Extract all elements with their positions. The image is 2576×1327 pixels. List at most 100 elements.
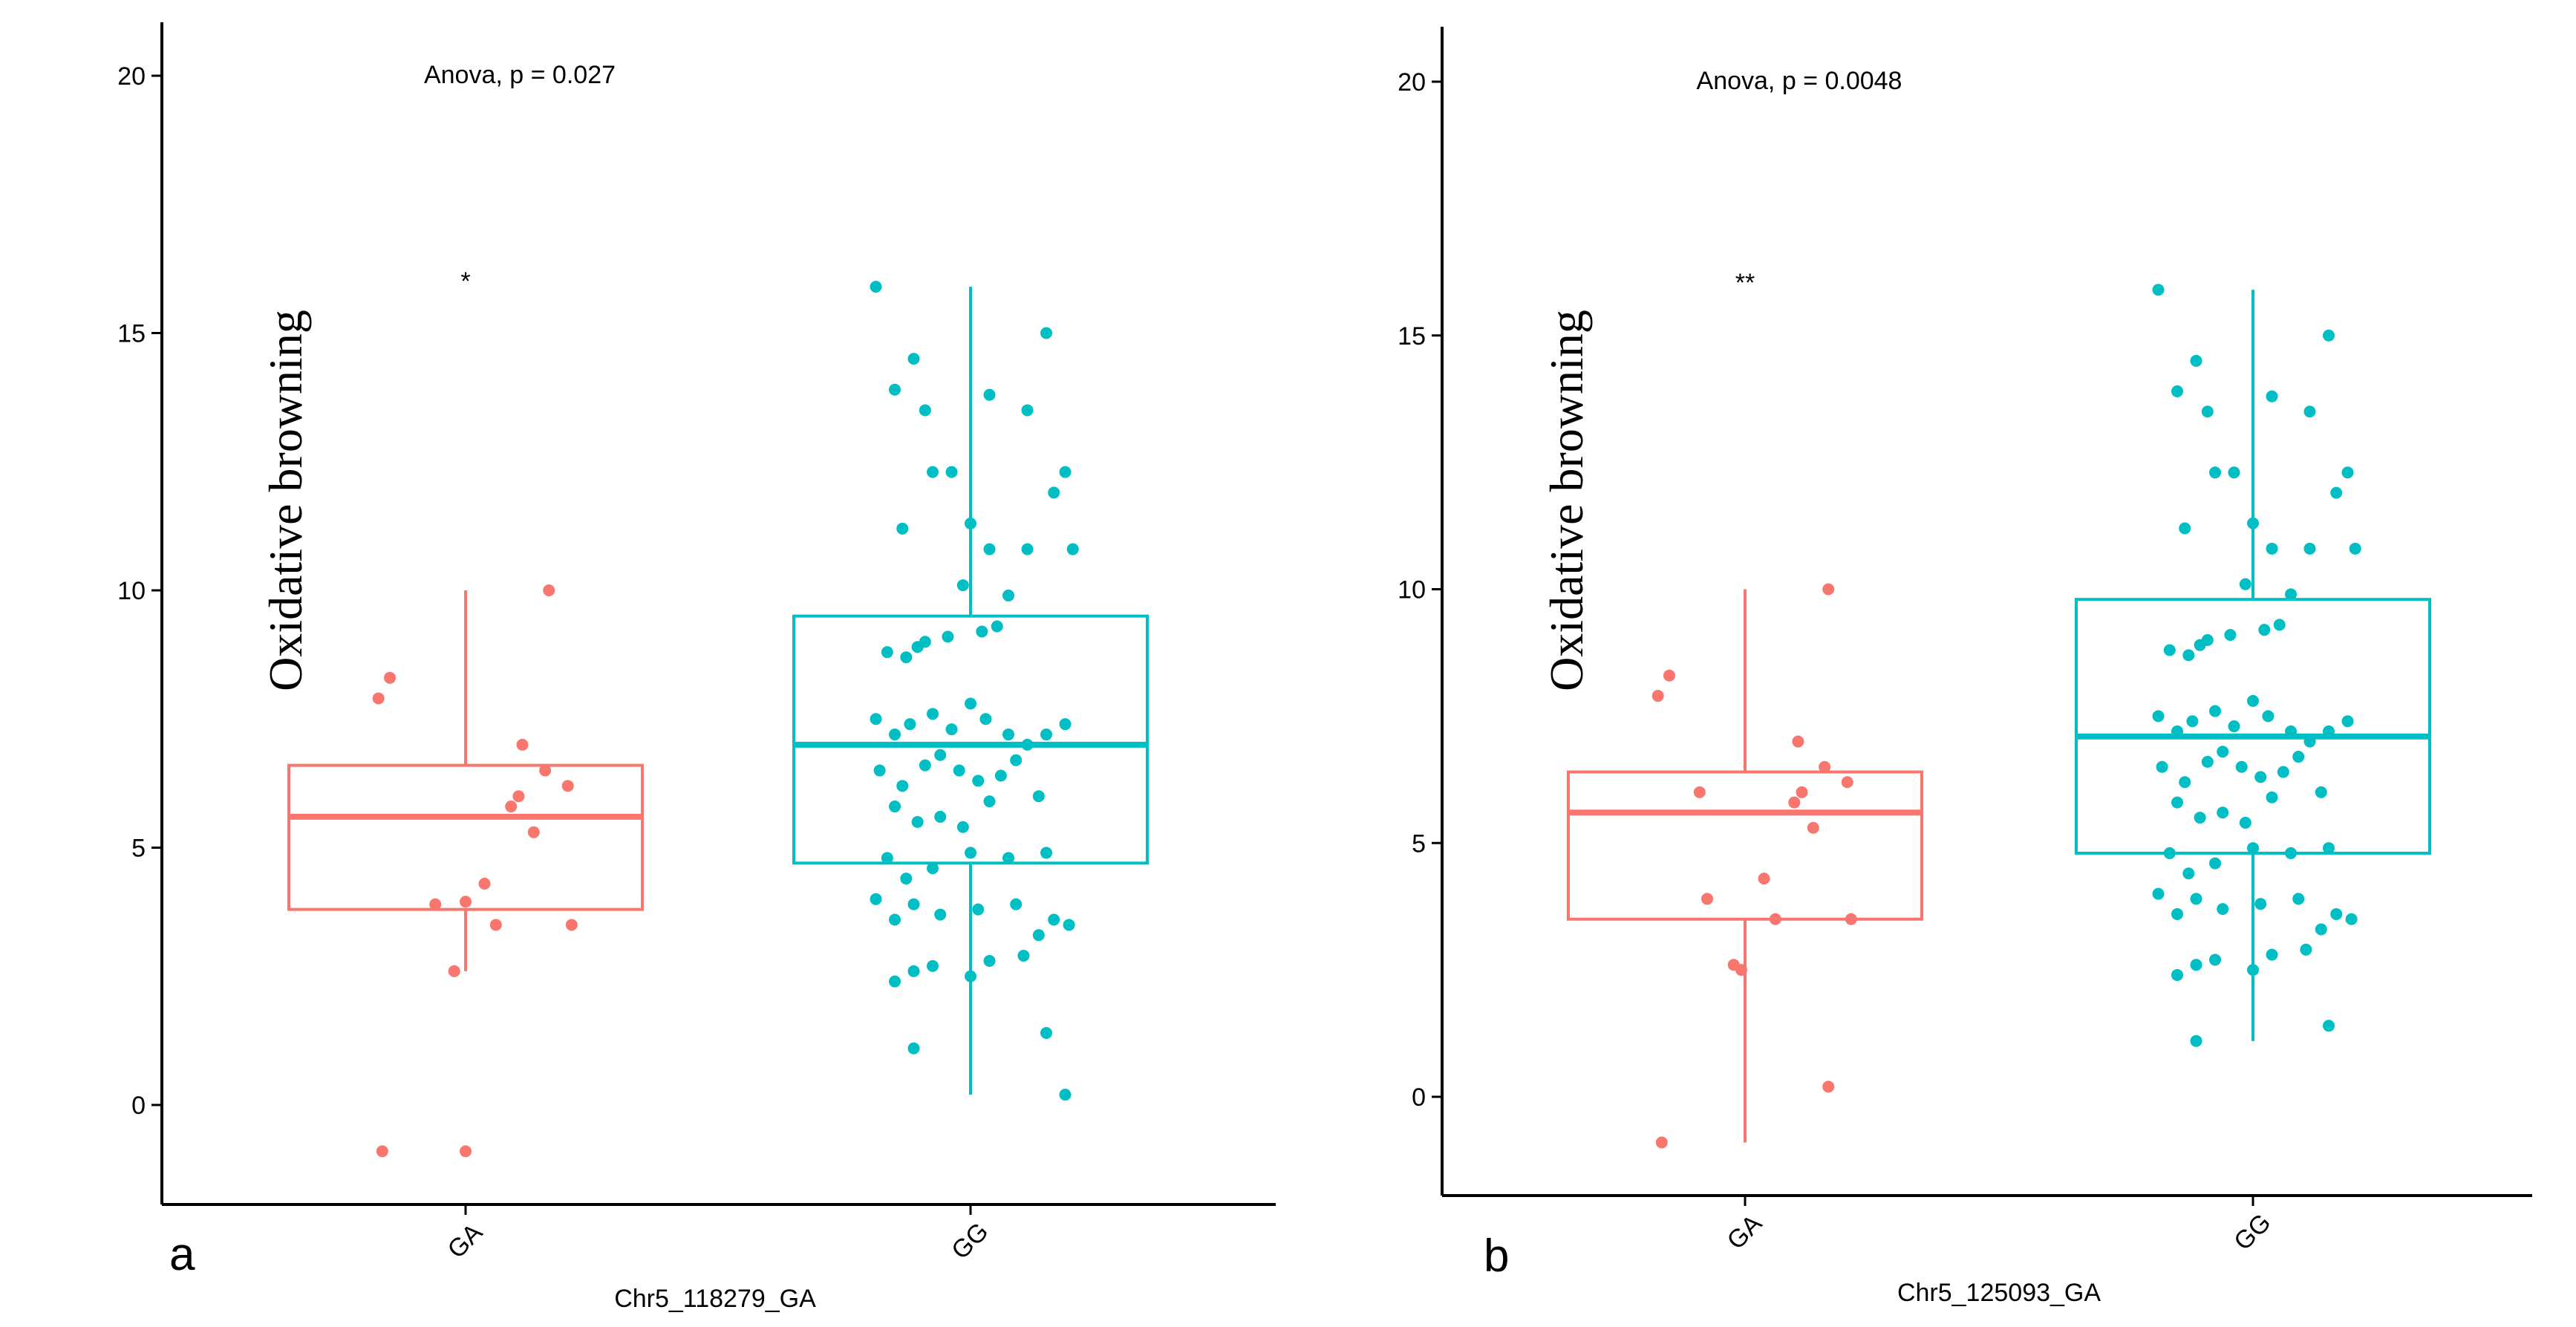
data-point-gg — [1059, 466, 1072, 478]
data-point-gg — [1066, 543, 1079, 555]
data-point-ga — [512, 790, 525, 803]
data-point-gg — [2285, 725, 2297, 737]
data-point-gg — [1040, 327, 1052, 339]
x-tick-label: GA — [1721, 1209, 1767, 1255]
data-point-ga — [1841, 776, 1853, 789]
data-point-gg — [2323, 725, 2335, 737]
data-point-ga — [1807, 821, 1819, 834]
data-point-ga — [1845, 913, 1857, 925]
data-point-gg — [2194, 812, 2206, 824]
data-point-gg — [1002, 852, 1014, 864]
data-point-gg — [900, 873, 913, 885]
data-point-gg — [911, 815, 924, 828]
data-point-ga — [1663, 669, 1675, 682]
data-point-gg — [2171, 385, 2183, 397]
y-tick-label: 15 — [117, 320, 146, 348]
box-gg — [792, 614, 1149, 865]
data-point-gg — [2217, 746, 2229, 758]
data-point-gg — [934, 908, 947, 921]
data-point-ga — [543, 584, 555, 596]
data-point-gg — [919, 404, 931, 417]
significance-marker: ** — [1735, 269, 1755, 297]
data-point-gg — [965, 517, 976, 529]
data-point-gg — [983, 795, 996, 808]
data-point-gg — [2228, 720, 2240, 733]
data-point-gg — [1032, 929, 1045, 942]
data-point-gg — [927, 959, 939, 972]
data-point-gg — [2247, 964, 2259, 976]
data-point-gg — [2239, 816, 2251, 829]
panel-a: 0 5 10 15 20 GA GG Anova, p = 0.027 * Oxidative b… — [117, 22, 1276, 1313]
y-axis-title: Oxidative browning — [1540, 310, 1593, 691]
data-point-gg — [2330, 907, 2343, 920]
data-point-gg — [2303, 735, 2316, 748]
data-point-gg — [1021, 738, 1034, 751]
data-point-gg — [2247, 694, 2259, 707]
data-point-gg — [2254, 771, 2267, 783]
data-point-ga — [384, 671, 396, 684]
data-point-gg — [2235, 760, 2248, 773]
data-point-gg — [2201, 633, 2214, 646]
data-point-gg — [972, 903, 985, 916]
y-tick-label: 5 — [1412, 829, 1426, 858]
data-point-gg — [2171, 796, 2183, 809]
data-point-gg — [2323, 842, 2335, 855]
data-point-gg — [889, 383, 901, 396]
data-point-gg — [2330, 486, 2343, 499]
data-point-gg — [2262, 710, 2275, 723]
data-point-gg — [976, 625, 988, 638]
data-point-gg — [889, 913, 901, 926]
data-point-gg — [2179, 522, 2191, 535]
data-point-gg — [2209, 857, 2221, 870]
data-point-ga — [505, 801, 518, 813]
x-tick-label: GG — [946, 1217, 994, 1265]
data-point-ga — [429, 898, 442, 910]
data-point-gg — [2303, 542, 2316, 555]
data-point-gg — [907, 898, 920, 910]
data-point-gg — [889, 975, 901, 988]
y-tick-label: 5 — [131, 835, 146, 863]
data-point-gg — [896, 522, 909, 535]
x-axis-title: Chr5_125093_GA — [1897, 1279, 2101, 1307]
data-point-ga — [376, 1145, 388, 1158]
data-point-ga — [1788, 796, 1801, 809]
data-point-ga — [1758, 873, 1770, 885]
data-point-gg — [1010, 898, 1023, 910]
data-point-gg — [972, 775, 985, 787]
anova-annotation: Anova, p = 0.027 — [424, 61, 616, 89]
data-point-gg — [2341, 715, 2354, 728]
data-point-gg — [994, 769, 1007, 782]
data-point-ga — [527, 826, 540, 838]
data-point-gg — [2209, 705, 2221, 717]
data-point-gg — [1063, 919, 1075, 931]
data-point-gg — [907, 1042, 920, 1054]
data-point-gg — [881, 646, 893, 659]
data-point-gg — [934, 749, 947, 761]
panel-letter: a — [169, 1229, 195, 1280]
data-point-gg — [2254, 898, 2267, 910]
y-axis-title: Oxidative browning — [259, 310, 312, 691]
data-point-gg — [2209, 466, 2221, 479]
data-point-gg — [2201, 755, 2214, 768]
data-point-gg — [1048, 486, 1060, 499]
anova-annotation: Anova, p = 0.0048 — [1697, 67, 1902, 95]
data-point-ga — [565, 919, 578, 931]
data-point-gg — [2341, 466, 2354, 479]
data-point-ga — [372, 692, 385, 705]
data-point-gg — [2345, 913, 2358, 925]
data-point-gg — [2163, 847, 2176, 859]
data-point-gg — [979, 713, 992, 726]
data-point-gg — [2190, 893, 2202, 905]
data-point-ga — [1769, 913, 1781, 925]
data-point-gg — [2285, 847, 2297, 859]
data-point-gg — [2156, 760, 2168, 773]
data-point-gg — [2349, 542, 2361, 555]
x-axis-title: Chr5_118279_GA — [614, 1285, 816, 1313]
data-point-ga — [1693, 786, 1706, 798]
data-point-gg — [2217, 806, 2229, 819]
data-point-gg — [2247, 517, 2259, 529]
data-point-gg — [2171, 725, 2183, 737]
data-point-ga — [1822, 583, 1835, 596]
data-point-gg — [2273, 619, 2286, 631]
data-point-gg — [900, 651, 913, 664]
